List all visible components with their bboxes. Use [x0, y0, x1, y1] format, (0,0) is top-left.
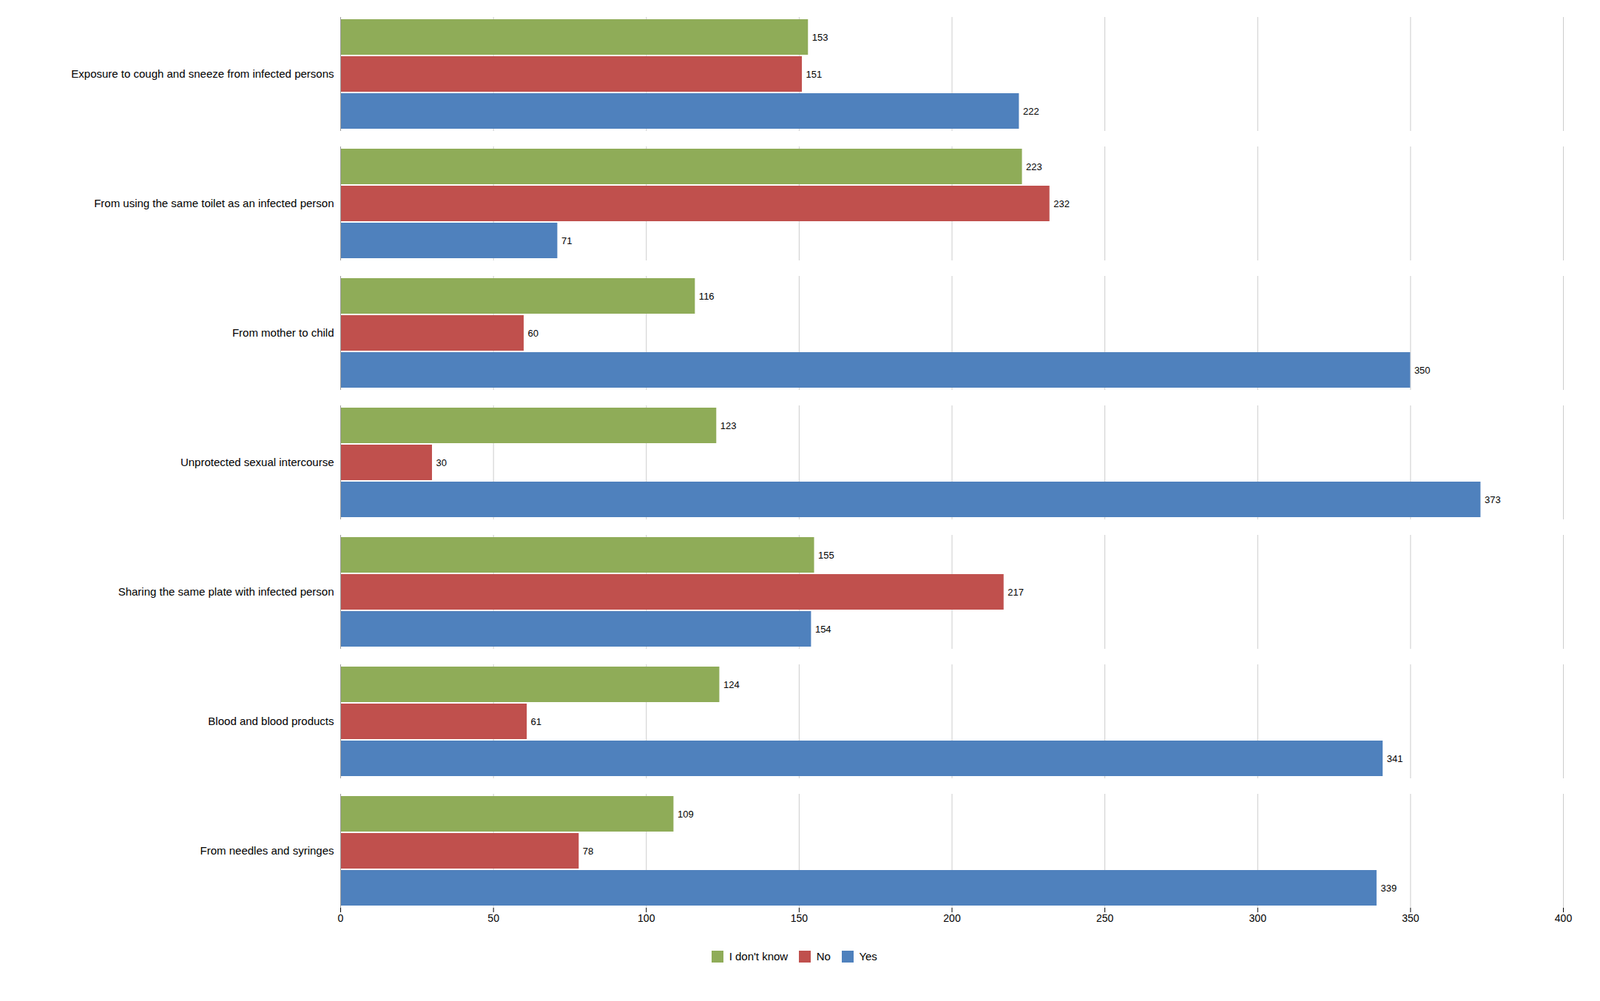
- svg-text:Sharing the same plate with in: Sharing the same plate with infected per…: [118, 585, 335, 598]
- svg-text:341: 341: [1386, 753, 1404, 765]
- svg-text:123: 123: [720, 420, 737, 432]
- svg-text:61: 61: [531, 716, 542, 728]
- svg-text:71: 71: [561, 235, 572, 247]
- svg-text:100: 100: [637, 912, 656, 924]
- svg-text:From needles and syringes: From needles and syringes: [200, 844, 335, 857]
- svg-text:154: 154: [815, 623, 832, 635]
- svg-text:151: 151: [806, 68, 823, 80]
- svg-text:124: 124: [723, 679, 740, 691]
- svg-text:155: 155: [818, 549, 835, 561]
- svg-text:339: 339: [1380, 882, 1397, 894]
- svg-text:350: 350: [1414, 364, 1431, 376]
- svg-text:Blood and blood products: Blood and blood products: [207, 714, 334, 728]
- svg-text:222: 222: [1023, 105, 1040, 117]
- html-text:I don't know: I don't know: [729, 949, 788, 963]
- svg-text:From using the same toilet as: From using the same toilet as an infecte…: [93, 196, 334, 210]
- svg-text:Exposure to cough and sneeze f: Exposure to cough and sneeze from infect…: [71, 67, 334, 80]
- svg-text:0: 0: [338, 912, 344, 924]
- svg-text:50: 50: [487, 912, 500, 924]
- svg-text:From mother to child: From mother to child: [232, 326, 335, 339]
- html-text:No: No: [816, 949, 831, 963]
- svg-text:153: 153: [812, 31, 829, 43]
- svg-text:150: 150: [790, 912, 809, 924]
- svg-text:Unprotected sexual intercourse: Unprotected sexual intercourse: [180, 455, 335, 469]
- svg-text:78: 78: [582, 845, 594, 857]
- svg-text:300: 300: [1249, 912, 1268, 924]
- svg-text:400: 400: [1554, 912, 1573, 924]
- svg-text:373: 373: [1484, 494, 1501, 506]
- svg-text:30: 30: [435, 457, 447, 469]
- svg-text:217: 217: [1007, 586, 1024, 598]
- svg-text:350: 350: [1401, 912, 1420, 924]
- svg-text:109: 109: [677, 808, 694, 820]
- svg-text:116: 116: [699, 290, 715, 302]
- svg-text:60: 60: [527, 327, 538, 339]
- svg-text:223: 223: [1025, 161, 1043, 173]
- html-text:Yes: Yes: [859, 949, 878, 963]
- svg-text:200: 200: [943, 912, 961, 924]
- svg-text:250: 250: [1096, 912, 1115, 924]
- svg-text:232: 232: [1053, 198, 1070, 210]
